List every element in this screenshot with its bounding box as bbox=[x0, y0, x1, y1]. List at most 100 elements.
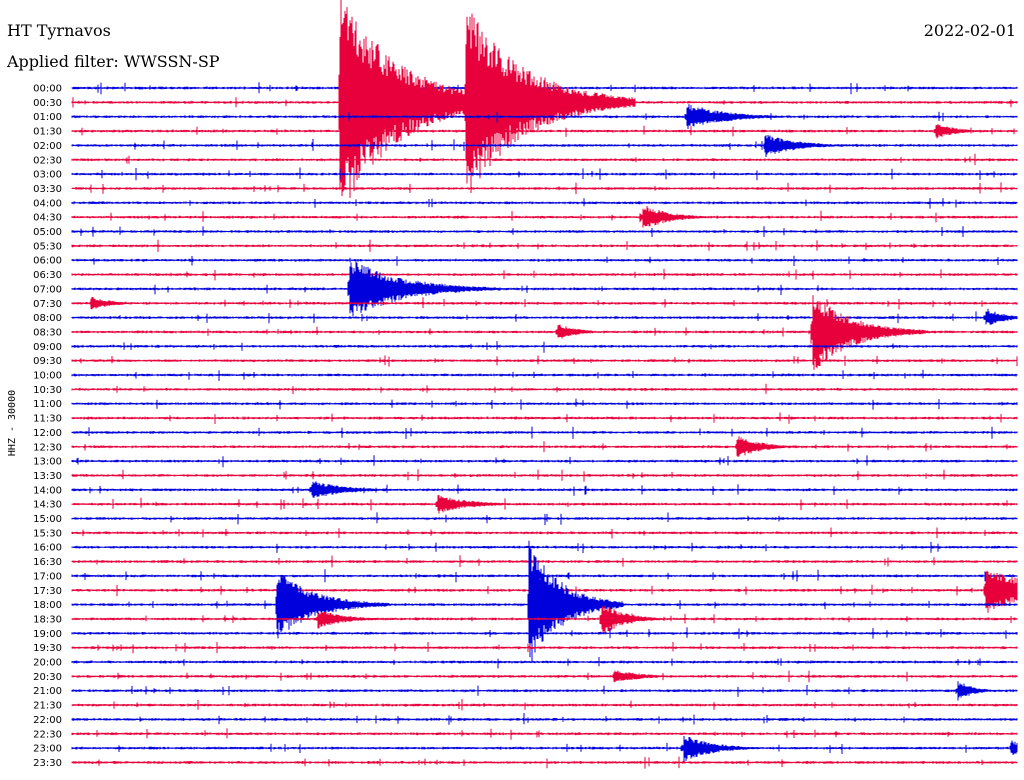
row-time-label: 11:00 bbox=[33, 399, 62, 410]
row-time-label: 02:30 bbox=[33, 155, 62, 166]
row-time-label: 19:30 bbox=[33, 643, 62, 654]
trace-line-2000 bbox=[71, 657, 1018, 669]
row-time-label: 13:00 bbox=[33, 457, 62, 468]
row-time-label: 02:00 bbox=[33, 141, 62, 152]
trace-line-1030 bbox=[71, 383, 1018, 394]
trace-line-1330 bbox=[71, 469, 1018, 482]
trace-line-2100 bbox=[71, 681, 1018, 701]
row-time-label: 09:00 bbox=[33, 342, 62, 353]
station-title: HT Tyrnavos bbox=[7, 21, 111, 40]
row-time-label: 05:30 bbox=[33, 241, 62, 252]
trace-line-0400 bbox=[71, 198, 1018, 209]
trace-line-0630 bbox=[71, 268, 1018, 281]
trace-line-0830 bbox=[71, 295, 1018, 370]
row-time-label: 11:30 bbox=[33, 414, 62, 425]
date-label: 2022-02-01 bbox=[923, 21, 1016, 40]
row-time-label: 17:30 bbox=[33, 586, 62, 597]
trace-line-1830 bbox=[71, 605, 1018, 634]
row-time-label: 14:30 bbox=[33, 500, 62, 511]
row-time-label: 05:00 bbox=[33, 227, 62, 238]
row-time-label: 08:00 bbox=[33, 313, 62, 324]
row-time-label: 10:30 bbox=[33, 385, 62, 396]
row-time-label: 19:00 bbox=[33, 629, 62, 640]
trace-line-1000 bbox=[71, 369, 1018, 381]
trace-line-0730 bbox=[71, 297, 1018, 310]
row-time-label: 08:30 bbox=[33, 327, 62, 338]
trace-line-2200 bbox=[71, 713, 1018, 725]
trace-line-0500 bbox=[71, 226, 1018, 237]
trace-line-0700 bbox=[71, 261, 1018, 317]
row-time-label: 03:00 bbox=[33, 170, 62, 181]
trace-line-1130 bbox=[71, 412, 1018, 424]
row-time-label: 18:00 bbox=[33, 600, 62, 611]
row-time-label: 23:00 bbox=[33, 744, 62, 755]
trace-line-0530 bbox=[71, 239, 1018, 252]
row-time-label: 01:00 bbox=[33, 112, 62, 123]
trace-line-1400 bbox=[71, 481, 1018, 498]
trace-line-0800 bbox=[71, 308, 1018, 325]
row-time-label: 04:30 bbox=[33, 213, 62, 224]
row-time-label: 16:30 bbox=[33, 557, 62, 568]
row-time-label: 21:00 bbox=[33, 686, 62, 697]
row-time-label: 07:30 bbox=[33, 299, 62, 310]
row-time-label: 00:00 bbox=[33, 84, 62, 95]
row-time-label: 16:00 bbox=[33, 543, 62, 554]
row-time-label: 06:30 bbox=[33, 270, 62, 281]
trace-line-1630 bbox=[71, 555, 1018, 568]
row-time-label: 17:00 bbox=[33, 571, 62, 582]
row-time-label: 15:30 bbox=[33, 528, 62, 539]
trace-line-2030 bbox=[71, 670, 1018, 683]
row-time-label: 22:00 bbox=[33, 715, 62, 726]
trace-line-1900 bbox=[71, 627, 1018, 639]
trace-line-0600 bbox=[71, 255, 1018, 266]
trace-line-0130 bbox=[71, 124, 1018, 139]
trace-line-1100 bbox=[71, 398, 1018, 410]
trace-line-2230 bbox=[71, 728, 1018, 740]
row-time-label: 12:00 bbox=[33, 428, 62, 439]
trace-line-1800 bbox=[71, 540, 1018, 662]
trace-line-1930 bbox=[71, 641, 1018, 654]
trace-line-0330 bbox=[71, 182, 1018, 195]
row-time-label: 20:30 bbox=[33, 672, 62, 683]
trace-line-0300 bbox=[71, 167, 1018, 181]
trace-line-1600 bbox=[71, 541, 1018, 553]
row-time-label: 14:00 bbox=[33, 485, 62, 496]
trace-line-0200 bbox=[71, 135, 1018, 157]
row-time-label: 06:00 bbox=[33, 256, 62, 267]
trace-line-1200 bbox=[71, 426, 1018, 439]
trace-line-2300 bbox=[71, 736, 1018, 762]
traces-group bbox=[71, 0, 1018, 769]
row-time-label: 01:30 bbox=[33, 127, 62, 138]
trace-line-1430 bbox=[71, 495, 1018, 514]
row-time-label: 15:00 bbox=[33, 514, 62, 525]
trace-line-1300 bbox=[71, 455, 1018, 468]
trace-line-0930 bbox=[71, 355, 1018, 367]
trace-line-1230 bbox=[71, 436, 1018, 457]
y-axis-label: HHZ - 30000 bbox=[7, 390, 18, 456]
row-time-label: 10:00 bbox=[33, 371, 62, 382]
filter-label: Applied filter: WWSSN-SP bbox=[7, 52, 220, 71]
row-time-label: 09:30 bbox=[33, 356, 62, 367]
row-time-label: 18:30 bbox=[33, 614, 62, 625]
trace-line-0430 bbox=[71, 206, 1018, 228]
row-time-label: 12:30 bbox=[33, 442, 62, 453]
trace-line-1700 bbox=[71, 569, 1018, 583]
row-time-label: 03:30 bbox=[33, 184, 62, 195]
trace-line-2330 bbox=[71, 756, 1018, 769]
row-time-label: 04:00 bbox=[33, 198, 62, 209]
trace-line-1530 bbox=[71, 527, 1018, 539]
trace-line-0900 bbox=[71, 341, 1018, 353]
row-time-label: 20:00 bbox=[33, 658, 62, 669]
trace-line-2130 bbox=[71, 699, 1018, 711]
row-time-label: 07:00 bbox=[33, 284, 62, 295]
trace-line-0100 bbox=[71, 104, 1018, 129]
trace-line-1500 bbox=[71, 512, 1018, 526]
row-time-label: 00:30 bbox=[33, 98, 62, 109]
row-time-label: 22:30 bbox=[33, 729, 62, 740]
trace-line-0230 bbox=[71, 153, 1018, 166]
trace-line-0030 bbox=[71, 0, 1018, 198]
row-time-label: 13:30 bbox=[33, 471, 62, 482]
row-time-label: 23:30 bbox=[33, 758, 62, 769]
row-time-label: 21:30 bbox=[33, 701, 62, 712]
